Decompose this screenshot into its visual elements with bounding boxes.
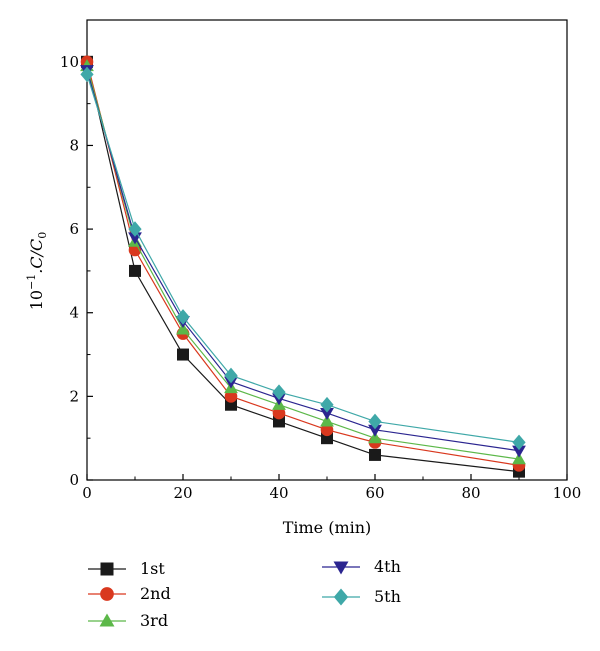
y-tick-label: 8 — [69, 136, 79, 154]
legend-item-3rd: 3rd — [88, 611, 168, 630]
y-axis-title-text: .C/C — [27, 239, 46, 274]
x-tick-label: 20 — [173, 484, 192, 502]
y-tick-label: 2 — [69, 387, 79, 405]
x-axis-title: Time (min) — [283, 518, 372, 537]
data-point — [368, 431, 382, 444]
series-3rd — [80, 59, 526, 465]
legend-item-1st: 1st — [88, 559, 165, 578]
x-tick-label: 80 — [461, 484, 480, 502]
x-tick-label: 0 — [82, 484, 92, 502]
legend-label: 5th — [374, 587, 401, 606]
data-point — [224, 367, 238, 384]
data-point — [320, 396, 334, 413]
legend-marker — [333, 561, 349, 575]
axes: 0 20 40 60 80 100 0 2 4 6 8 10 — [60, 19, 582, 502]
legend-item-4th: 4th — [322, 557, 401, 576]
data-point — [177, 348, 189, 361]
series-line — [86, 61, 520, 473]
legend-label: 3rd — [140, 611, 168, 630]
series-line — [86, 65, 520, 460]
data-point — [224, 390, 238, 403]
legend-item-5th: 5th — [322, 587, 401, 606]
data-point — [176, 309, 190, 325]
y-tick-label: 4 — [69, 304, 79, 322]
data-point — [129, 264, 141, 277]
series-line — [86, 61, 520, 466]
legend-marker — [99, 613, 115, 627]
legend-marker — [100, 587, 114, 601]
data-point — [80, 66, 94, 83]
y-axis-title-subscript: 0 — [36, 232, 49, 239]
series-1st — [81, 55, 525, 478]
data-point — [272, 406, 286, 420]
y-tick-label: 6 — [69, 220, 79, 238]
legend-label: 1st — [140, 559, 165, 578]
data-point — [320, 414, 334, 427]
series-5th — [80, 66, 526, 451]
data-point — [128, 221, 142, 237]
series-line — [86, 74, 520, 443]
legend-label: 4th — [374, 557, 401, 576]
legend-marker — [100, 562, 114, 576]
data-point — [512, 445, 526, 458]
series-line — [86, 70, 520, 452]
data-point — [272, 384, 286, 400]
data-point — [320, 407, 334, 420]
y-tick-label: 10 — [60, 53, 79, 71]
data-point — [176, 322, 190, 335]
data-point — [368, 413, 382, 430]
y-axis-title: 10−1.C/C0 — [25, 232, 49, 311]
data-point — [368, 424, 382, 437]
series-layer — [80, 55, 526, 478]
series-4th — [80, 65, 526, 458]
legend-item-2nd: 2nd — [88, 584, 171, 603]
data-point — [512, 452, 526, 465]
x-tick-label: 100 — [553, 484, 582, 502]
y-axis-title-exponent: −1 — [25, 274, 38, 290]
x-tick-label: 60 — [365, 484, 384, 502]
y-axis-title-base: 10 — [27, 290, 46, 310]
legend-label: 2nd — [140, 584, 171, 603]
y-tick-label: 0 — [69, 471, 79, 489]
data-point — [512, 434, 526, 451]
x-tick-label: 40 — [269, 484, 288, 502]
data-point — [369, 448, 381, 461]
legend-marker — [333, 588, 349, 606]
data-point — [320, 423, 334, 437]
legend: 1st 2nd 3rd 4th 5th — [88, 557, 401, 630]
